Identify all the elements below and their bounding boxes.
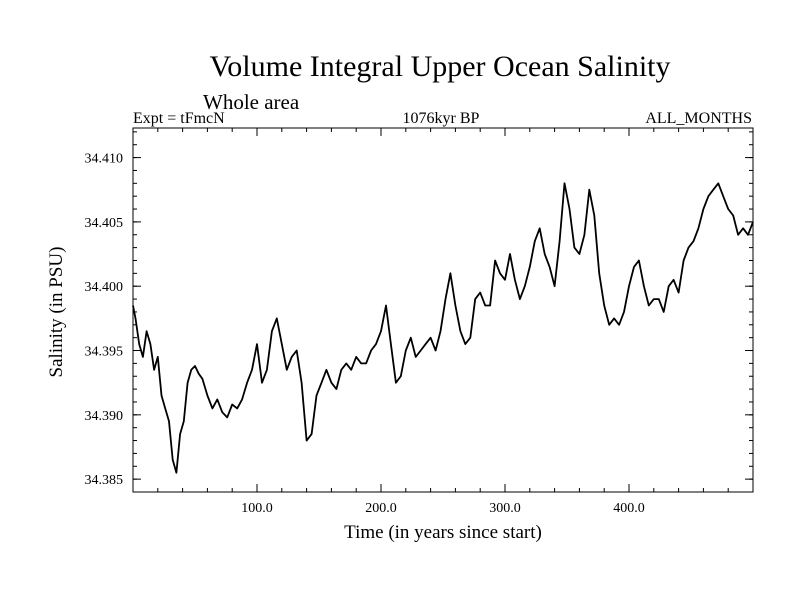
months-label: ALL_MONTHS bbox=[645, 110, 752, 127]
x-tick-label: 300.0 bbox=[489, 501, 521, 516]
y-tick-label: 34.400 bbox=[85, 280, 124, 295]
x-tick-label: 400.0 bbox=[613, 501, 645, 516]
period-label: 1076kyr BP bbox=[402, 110, 480, 127]
chart-subtitle: Whole area bbox=[203, 90, 300, 114]
y-tick-label: 34.405 bbox=[85, 216, 124, 231]
x-axis-label: Time (in years since start) bbox=[344, 522, 542, 543]
salinity-series-line bbox=[132, 182, 754, 474]
x-tick-label: 100.0 bbox=[241, 501, 273, 516]
chart-title: Volume Integral Upper Ocean Salinity bbox=[209, 50, 671, 83]
y-tick-label: 34.410 bbox=[85, 152, 124, 167]
y-tick-label: 34.385 bbox=[85, 473, 124, 488]
y-axis: 34.385 34.390 34.395 34.400 34.405 34.410 bbox=[85, 131, 753, 493]
experiment-label: Expt = tFmcN bbox=[133, 110, 225, 127]
y-tick-label: 34.390 bbox=[85, 409, 124, 424]
y-tick-label: 34.395 bbox=[85, 345, 124, 360]
x-tick-label: 200.0 bbox=[365, 501, 397, 516]
x-axis: 100.0 200.0 300.0 400.0 bbox=[157, 128, 729, 516]
y-axis-label: Salinity (in PSU) bbox=[46, 247, 67, 378]
